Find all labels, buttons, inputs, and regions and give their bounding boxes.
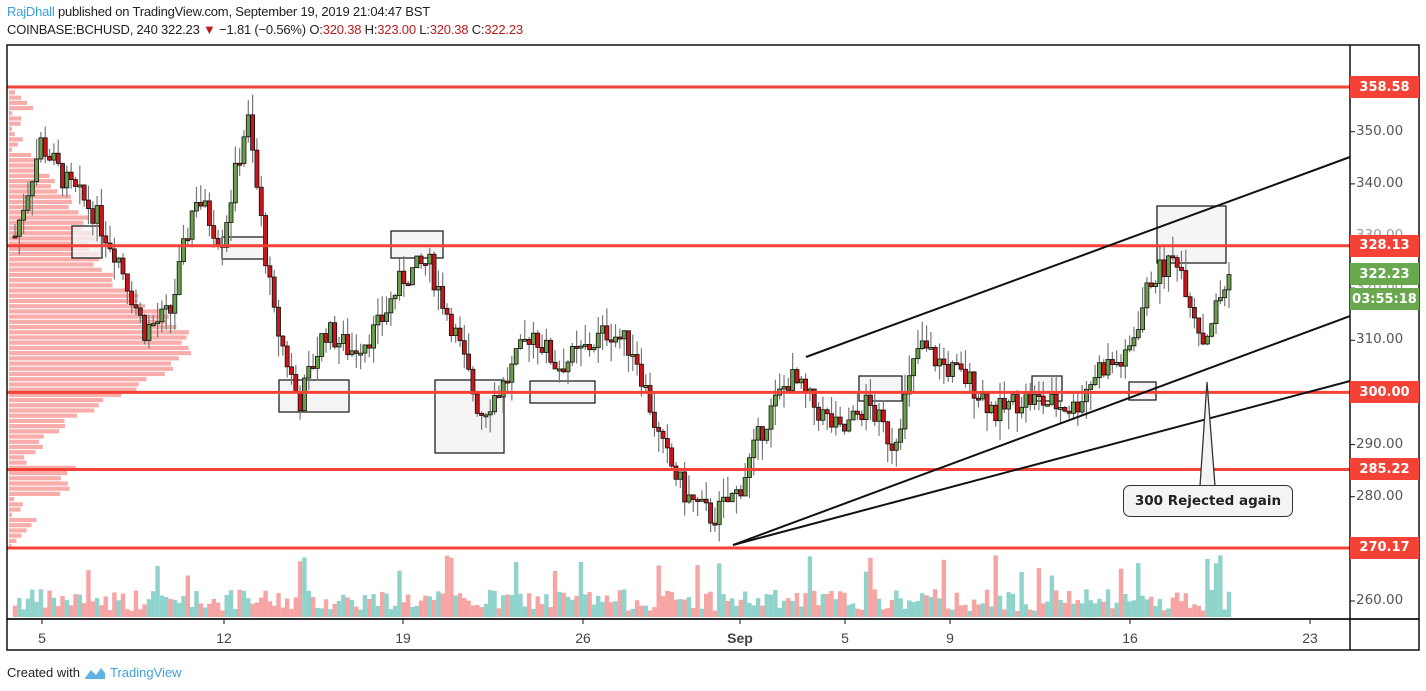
time-tick-label: 16 [1122, 630, 1138, 646]
symbol-line: COINBASE:BCHUSD, 240 322.23 ▼ −1.81 (−0.… [7, 22, 523, 37]
current-price-label: 322.23 [1350, 263, 1419, 285]
annotation-callout[interactable]: 300 Rejected again [1123, 485, 1293, 517]
author-link[interactable]: RajDhall [7, 4, 55, 19]
ohlc-close: 322.23 [484, 22, 523, 37]
time-axis-ticks [41, 619, 1311, 624]
price-tick-label: 340.00 [1356, 174, 1404, 191]
ohlc-open: 320.38 [322, 22, 362, 37]
level-label: 300.00 [1350, 381, 1419, 404]
countdown-label: 03:55:18 [1350, 288, 1419, 310]
price-tick-label: 260.00 [1356, 591, 1404, 608]
footer: Created with TradingView [7, 665, 182, 680]
down-arrow-icon: ▼ [203, 22, 216, 37]
time-tick-label: 12 [216, 630, 232, 646]
last-price: 322.23 [161, 22, 200, 37]
time-tick-label: 23 [1302, 630, 1318, 646]
publisher-line: RajDhall published on TradingView.com, S… [7, 4, 430, 19]
level-label: 270.17 [1350, 536, 1419, 559]
time-tick-label: 5 [841, 630, 849, 646]
price-tick-label: 350.00 [1356, 122, 1404, 139]
ohlc-close-label: C: [471, 22, 485, 37]
volume-bars [12, 555, 1232, 617]
level-label: 328.13 [1350, 234, 1419, 257]
chart-frame [6, 44, 1420, 620]
time-tick-label: 9 [946, 630, 954, 646]
ohlc-open-label: O: [309, 22, 323, 37]
symbol: COINBASE:BCHUSD, 240 [7, 22, 158, 37]
ohlc-low: 320.38 [429, 22, 469, 37]
ohlc-low-label: L: [419, 22, 430, 37]
ohlc-high-label: H: [364, 22, 378, 37]
price-tick-label: 310.00 [1356, 331, 1404, 348]
horizontal-levels [7, 85, 1350, 550]
zone-boxes [71, 205, 1227, 454]
price-tick-label: 280.00 [1356, 487, 1404, 504]
published-text: published on TradingView.com, September … [54, 4, 430, 19]
level-label: 285.22 [1350, 458, 1419, 481]
candlesticks [12, 94, 1232, 542]
price-tick-label: 290.00 [1356, 435, 1404, 452]
level-label: 358.58 [1350, 76, 1419, 98]
time-tick-label: 26 [575, 630, 591, 646]
callout-pointer [1199, 381, 1216, 487]
change: −1.81 (−0.56%) [219, 22, 306, 37]
tradingview-logo-icon [84, 667, 105, 679]
trendlines [732, 156, 1351, 546]
time-tick-label: 5 [38, 630, 46, 646]
tradingview-brand[interactable]: TradingView [109, 665, 182, 680]
time-axis-frame [6, 618, 1420, 651]
time-tick-label: 19 [395, 630, 411, 646]
time-tick-label: Sep [727, 630, 753, 646]
created-with-text: Created with [7, 665, 80, 680]
ohlc-high: 323.00 [377, 22, 416, 37]
